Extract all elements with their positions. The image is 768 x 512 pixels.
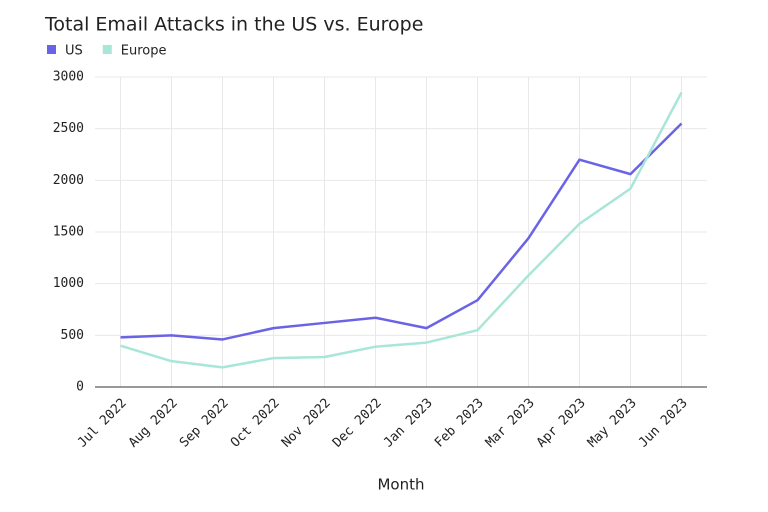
x-tick-label: Oct 2022: [228, 396, 283, 451]
y-tick-label: 500: [61, 328, 84, 343]
x-tick-label: Feb 2023: [432, 396, 487, 451]
y-tick-label: 1000: [53, 276, 84, 291]
line-series: [120, 91, 683, 369]
x-tick-label: Jan 2023: [381, 396, 436, 451]
x-tick-label: Jun 2023: [636, 396, 691, 451]
line-series: [120, 122, 683, 341]
x-axis-label: Month: [377, 476, 424, 494]
y-tick-label: 2000: [53, 173, 84, 188]
y-tick-label: 1500: [53, 225, 84, 240]
chart-title: Total Email Attacks in the US vs. Europe: [44, 14, 423, 36]
y-tick-label: 2500: [53, 121, 84, 136]
legend-swatch: [102, 45, 112, 54]
x-tick-label: Dec 2022: [330, 396, 385, 451]
x-tick-label: Apr 2023: [534, 396, 589, 451]
x-tick-label: Mar 2023: [483, 396, 538, 451]
x-tick-label: Sep 2022: [177, 396, 232, 451]
y-tick-label: 0: [76, 380, 84, 395]
legend-label: US: [65, 44, 83, 59]
x-tick-label: Aug 2022: [126, 396, 181, 451]
x-tick-label: Nov 2022: [279, 396, 334, 451]
legend-label: Europe: [121, 44, 167, 59]
x-tick-label: Jul 2022: [75, 396, 130, 451]
legend-swatch: [47, 45, 56, 54]
x-tick-label: May 2023: [585, 396, 640, 451]
y-tick-label: 3000: [53, 70, 84, 85]
